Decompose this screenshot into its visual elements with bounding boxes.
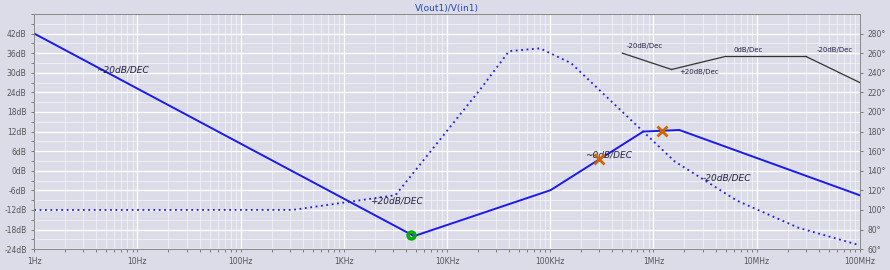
Text: -20dB/Dec: -20dB/Dec [627,43,663,49]
Title: V(out1)/V(in1): V(out1)/V(in1) [415,4,479,13]
Text: +20dB/Dec: +20dB/Dec [680,69,719,75]
Text: ~20dB/DEC: ~20dB/DEC [96,66,149,75]
Text: -20dB/DEC: -20dB/DEC [702,174,751,183]
Text: 0dB/Dec: 0dB/Dec [733,46,763,53]
Text: +20dB/DEC: +20dB/DEC [370,197,423,205]
Text: -20dB/Dec: -20dB/Dec [816,46,853,53]
Text: ~0dB/DEC: ~0dB/DEC [586,151,633,160]
